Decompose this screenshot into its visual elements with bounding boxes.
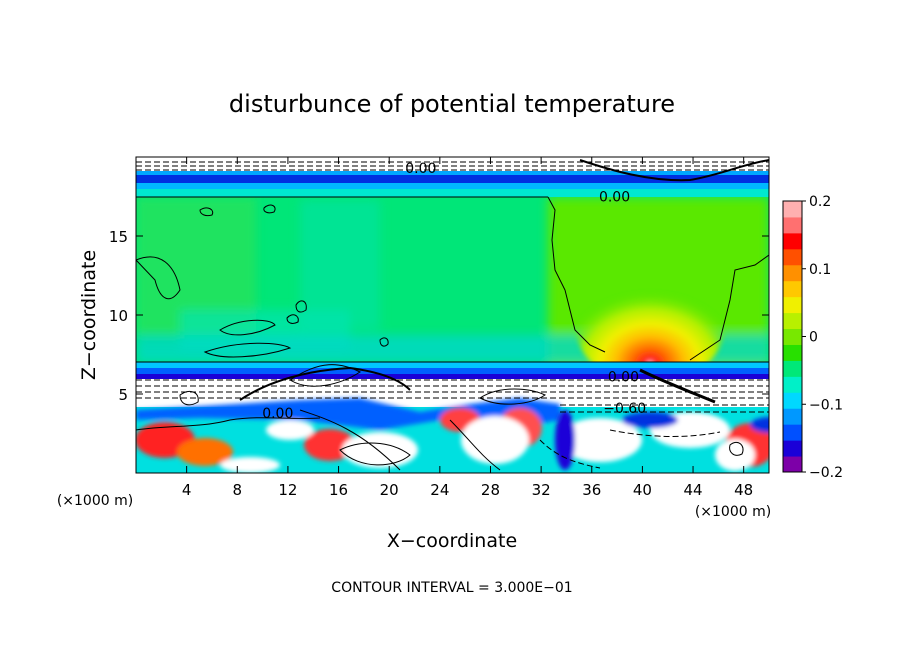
- contour-label: 0.00: [608, 370, 639, 386]
- contour-label: −0.60: [603, 401, 646, 417]
- colorbar-swatch: [783, 344, 802, 361]
- warm-anomaly: [575, 265, 725, 385]
- x-tick-label: 24: [430, 481, 449, 499]
- contour-label-layer: 0.00 0.00 0.00 0.00 −0.60: [262, 161, 646, 422]
- y-axis: 5 10 15: [109, 228, 769, 404]
- colorbar-swatch: [783, 296, 802, 314]
- colorbar-swatch: [783, 376, 802, 393]
- colorbar-swatch: [783, 312, 802, 330]
- x-tick-label: 36: [582, 481, 601, 499]
- contour-label: 0.00: [599, 190, 630, 206]
- x-tick-label: 4: [182, 481, 192, 499]
- colorbar-tick-label: −0.2: [809, 465, 843, 481]
- chart-title: disturbunce of potential temperature: [229, 90, 675, 118]
- colorbar-tick-label: −0.1: [809, 397, 843, 413]
- x-tick-label: 28: [481, 481, 500, 499]
- colorbar-swatch: [783, 264, 802, 282]
- y-tick-label: 5: [118, 386, 128, 404]
- colorbar-swatch: [783, 456, 802, 473]
- contour-label: 0.00: [405, 161, 436, 177]
- x-tick-label: 32: [532, 481, 551, 499]
- colorbar-swatch: [783, 280, 802, 298]
- colorbar-swatch: [783, 408, 802, 425]
- x-tick-label: 20: [380, 481, 399, 499]
- contour-lines: [136, 159, 769, 471]
- x-unit-left: (×1000 m): [57, 493, 133, 509]
- x-unit-right: (×1000 m): [695, 504, 771, 520]
- colorbar-swatch: [783, 201, 802, 218]
- colorbar-swatch: [783, 392, 802, 409]
- x-tick-label: 48: [734, 481, 753, 499]
- heatmap-field: [136, 157, 769, 473]
- contour-interval-footer: CONTOUR INTERVAL = 3.000E−01: [331, 580, 572, 596]
- y-tick-label: 15: [109, 228, 128, 246]
- colorbar-swatch: [783, 232, 802, 250]
- colorbar: 0.2 0.1 0 −0.1 −0.2: [782, 194, 843, 481]
- colorbar-tick-label: 0: [809, 330, 818, 346]
- colorbar-swatch: [783, 360, 802, 377]
- x-tick-label: 44: [683, 481, 702, 499]
- colorbar-swatch: [783, 440, 802, 457]
- colorbar-tick-label: 0.1: [809, 262, 831, 278]
- x-axis: 4 8 12 16 20 24 28 32 36 40 44 48: [182, 157, 753, 499]
- contour-label: 0.00: [262, 406, 293, 422]
- x-tick-label: 8: [233, 481, 243, 499]
- x-tick-label: 16: [329, 481, 348, 499]
- colorbar-swatch: [783, 328, 802, 345]
- colorbar-swatch: [783, 216, 802, 234]
- x-tick-label: 12: [278, 481, 297, 499]
- y-axis-label: Z−coordinate: [78, 250, 100, 380]
- colorbar-swatch: [783, 424, 802, 441]
- colorbar-swatch: [783, 248, 802, 266]
- x-tick-label: 40: [633, 481, 652, 499]
- x-axis-label: X−coordinate: [387, 530, 517, 552]
- y-tick-label: 10: [109, 307, 128, 325]
- colorbar-tick-label: 0.2: [809, 194, 831, 210]
